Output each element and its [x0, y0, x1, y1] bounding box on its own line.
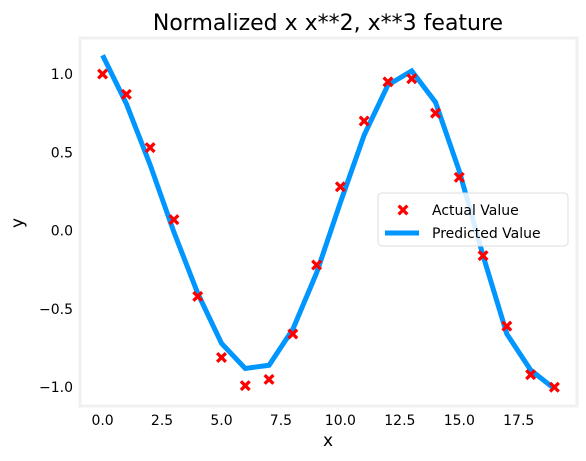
x-tick-label: 12.5 — [384, 413, 415, 429]
x-tick-label: 7.5 — [270, 413, 292, 429]
actual-point — [97, 68, 109, 80]
x-tick-label: 17.5 — [503, 413, 534, 429]
legend-label-predicted: Predicted Value — [432, 226, 541, 242]
y-tick-label: 0.0 — [51, 224, 73, 240]
y-axis-label: y — [8, 218, 28, 228]
actual-point — [144, 142, 156, 154]
actual-point — [168, 214, 180, 226]
actual-point — [430, 107, 442, 119]
axes-frame — [78, 36, 579, 408]
legend-box — [377, 192, 569, 247]
actual-point — [311, 259, 323, 271]
actual-point — [382, 76, 394, 88]
actual-point — [406, 73, 418, 85]
legend-x-icon — [397, 204, 409, 216]
y-tick-label: −0.5 — [39, 302, 73, 318]
legend-label-actual: Actual Value — [432, 203, 519, 219]
actual-point — [453, 171, 465, 183]
y-tick-label: 0.5 — [51, 145, 73, 161]
y-tick-label: −1.0 — [39, 380, 73, 396]
actual-point — [215, 351, 227, 363]
x-axis-ticks: 0.0 2.5 5.0 7.5 10.0 12.5 15.0 17.5 — [91, 413, 534, 429]
actual-point — [120, 88, 132, 100]
x-tick-label: 10.0 — [325, 413, 356, 429]
actual-point — [192, 290, 204, 302]
actual-point — [525, 369, 537, 381]
actual-point — [358, 115, 370, 127]
legend: Actual Value Predicted Value — [377, 192, 569, 247]
x-tick-label: 5.0 — [210, 413, 232, 429]
actual-point — [263, 373, 275, 385]
actual-point — [287, 328, 299, 340]
legend-marker-actual — [397, 204, 409, 216]
actual-point — [548, 381, 560, 393]
chart-title: Normalized x x**2, x**3 feature — [153, 11, 503, 36]
x-tick-label: 0.0 — [91, 413, 113, 429]
actual-point — [334, 181, 346, 193]
plot-area: 0.0 2.5 5.0 7.5 10.0 12.5 15.0 17.5 1.0 0.5 0.0 −0… — [39, 36, 579, 429]
actual-point — [239, 380, 251, 392]
y-tick-label: 1.0 — [51, 67, 73, 83]
x-tick-label: 2.5 — [151, 413, 173, 429]
actual-point — [501, 320, 513, 332]
x-tick-label: 15.0 — [444, 413, 475, 429]
y-axis-ticks: 1.0 0.5 0.0 −0.5 −1.0 — [39, 67, 73, 396]
actual-series — [97, 68, 560, 393]
x-axis-label: x — [323, 431, 333, 451]
actual-point — [477, 250, 489, 262]
